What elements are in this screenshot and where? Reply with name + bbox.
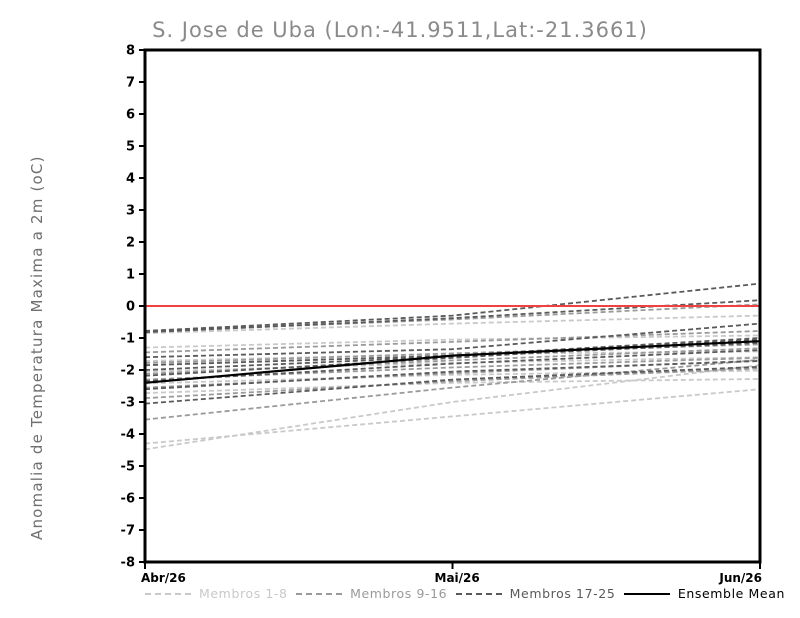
legend-swatch-membros-17-25	[455, 592, 502, 595]
y-tick-label: -3	[121, 396, 135, 411]
y-tick-label: 3	[126, 204, 135, 219]
member-line	[144, 358, 761, 421]
member-line	[144, 314, 761, 335]
y-tick-label: -7	[121, 524, 135, 539]
legend-label-ensemble-mean: Ensemble Mean	[677, 586, 785, 601]
x-axis-ticks: Abr/26 Mai/26 Jun/26	[141, 562, 762, 585]
legend-label-membros-9-16: Membros 9-16	[350, 586, 448, 601]
member-line	[144, 364, 761, 451]
x-tick-label: Abr/26	[141, 571, 186, 585]
plot-frame	[143, 48, 762, 564]
y-tick-label: 4	[126, 172, 135, 187]
y-tick-label: 7	[126, 76, 135, 91]
legend-swatch-membros-1-8	[145, 592, 191, 595]
legend-swatch-ensemble-mean	[623, 592, 670, 595]
y-tick-label: 1	[126, 268, 135, 283]
legend: Membros 1-8 Membros 9-16 Membros 17-25 E…	[145, 586, 785, 601]
member-line	[144, 365, 761, 405]
legend-item-membros-9-16[interactable]: Membros 9-16	[296, 586, 447, 601]
series-lines	[144, 282, 761, 451]
legend-item-ensemble-mean[interactable]: Ensemble Mean	[623, 586, 785, 601]
x-tick-label: Mai/26	[435, 571, 480, 585]
legend-swatch-membros-9-16	[296, 592, 343, 595]
y-tick-label: 6	[126, 108, 135, 123]
legend-label-membros-1-8: Membros 1-8	[199, 586, 288, 601]
legend-item-membros-1-8[interactable]: Membros 1-8	[145, 586, 288, 601]
member-line	[144, 388, 761, 445]
member-line	[144, 330, 761, 354]
y-tick-label: 5	[126, 140, 135, 155]
y-tick-label: -1	[121, 332, 135, 347]
y-axis-ticks: 8 7 6 5 4 3 2 1 0 -1 -2 -3 -4 -5 -6 -7 -8	[121, 44, 145, 571]
legend-label-membros-17-25: Membros 17-25	[509, 586, 616, 601]
member-line	[144, 282, 761, 332]
member-line	[144, 360, 761, 391]
y-tick-label: -8	[121, 556, 135, 571]
y-tick-label: 0	[126, 300, 135, 315]
member-line	[144, 367, 761, 400]
member-line	[144, 322, 761, 359]
member-line	[144, 349, 761, 383]
y-tick-label: -4	[121, 428, 135, 443]
x-tick-label: Jun/26	[718, 571, 762, 585]
member-line	[144, 378, 761, 394]
page-title: S. Jose de Uba (Lon:-41.9511,Lat:-21.366…	[152, 18, 648, 42]
y-tick-label: -2	[121, 364, 135, 379]
y-tick-label: 8	[126, 44, 135, 59]
member-line	[144, 356, 761, 381]
member-line	[144, 303, 761, 333]
y-tick-label: -6	[121, 492, 135, 507]
member-line	[144, 334, 761, 349]
y-tick-label: 2	[126, 236, 135, 251]
member-line	[144, 347, 761, 375]
ensemble-mean-line	[144, 340, 761, 384]
legend-item-membros-17-25[interactable]: Membros 17-25	[455, 586, 616, 601]
y-tick-label: -5	[121, 460, 135, 475]
